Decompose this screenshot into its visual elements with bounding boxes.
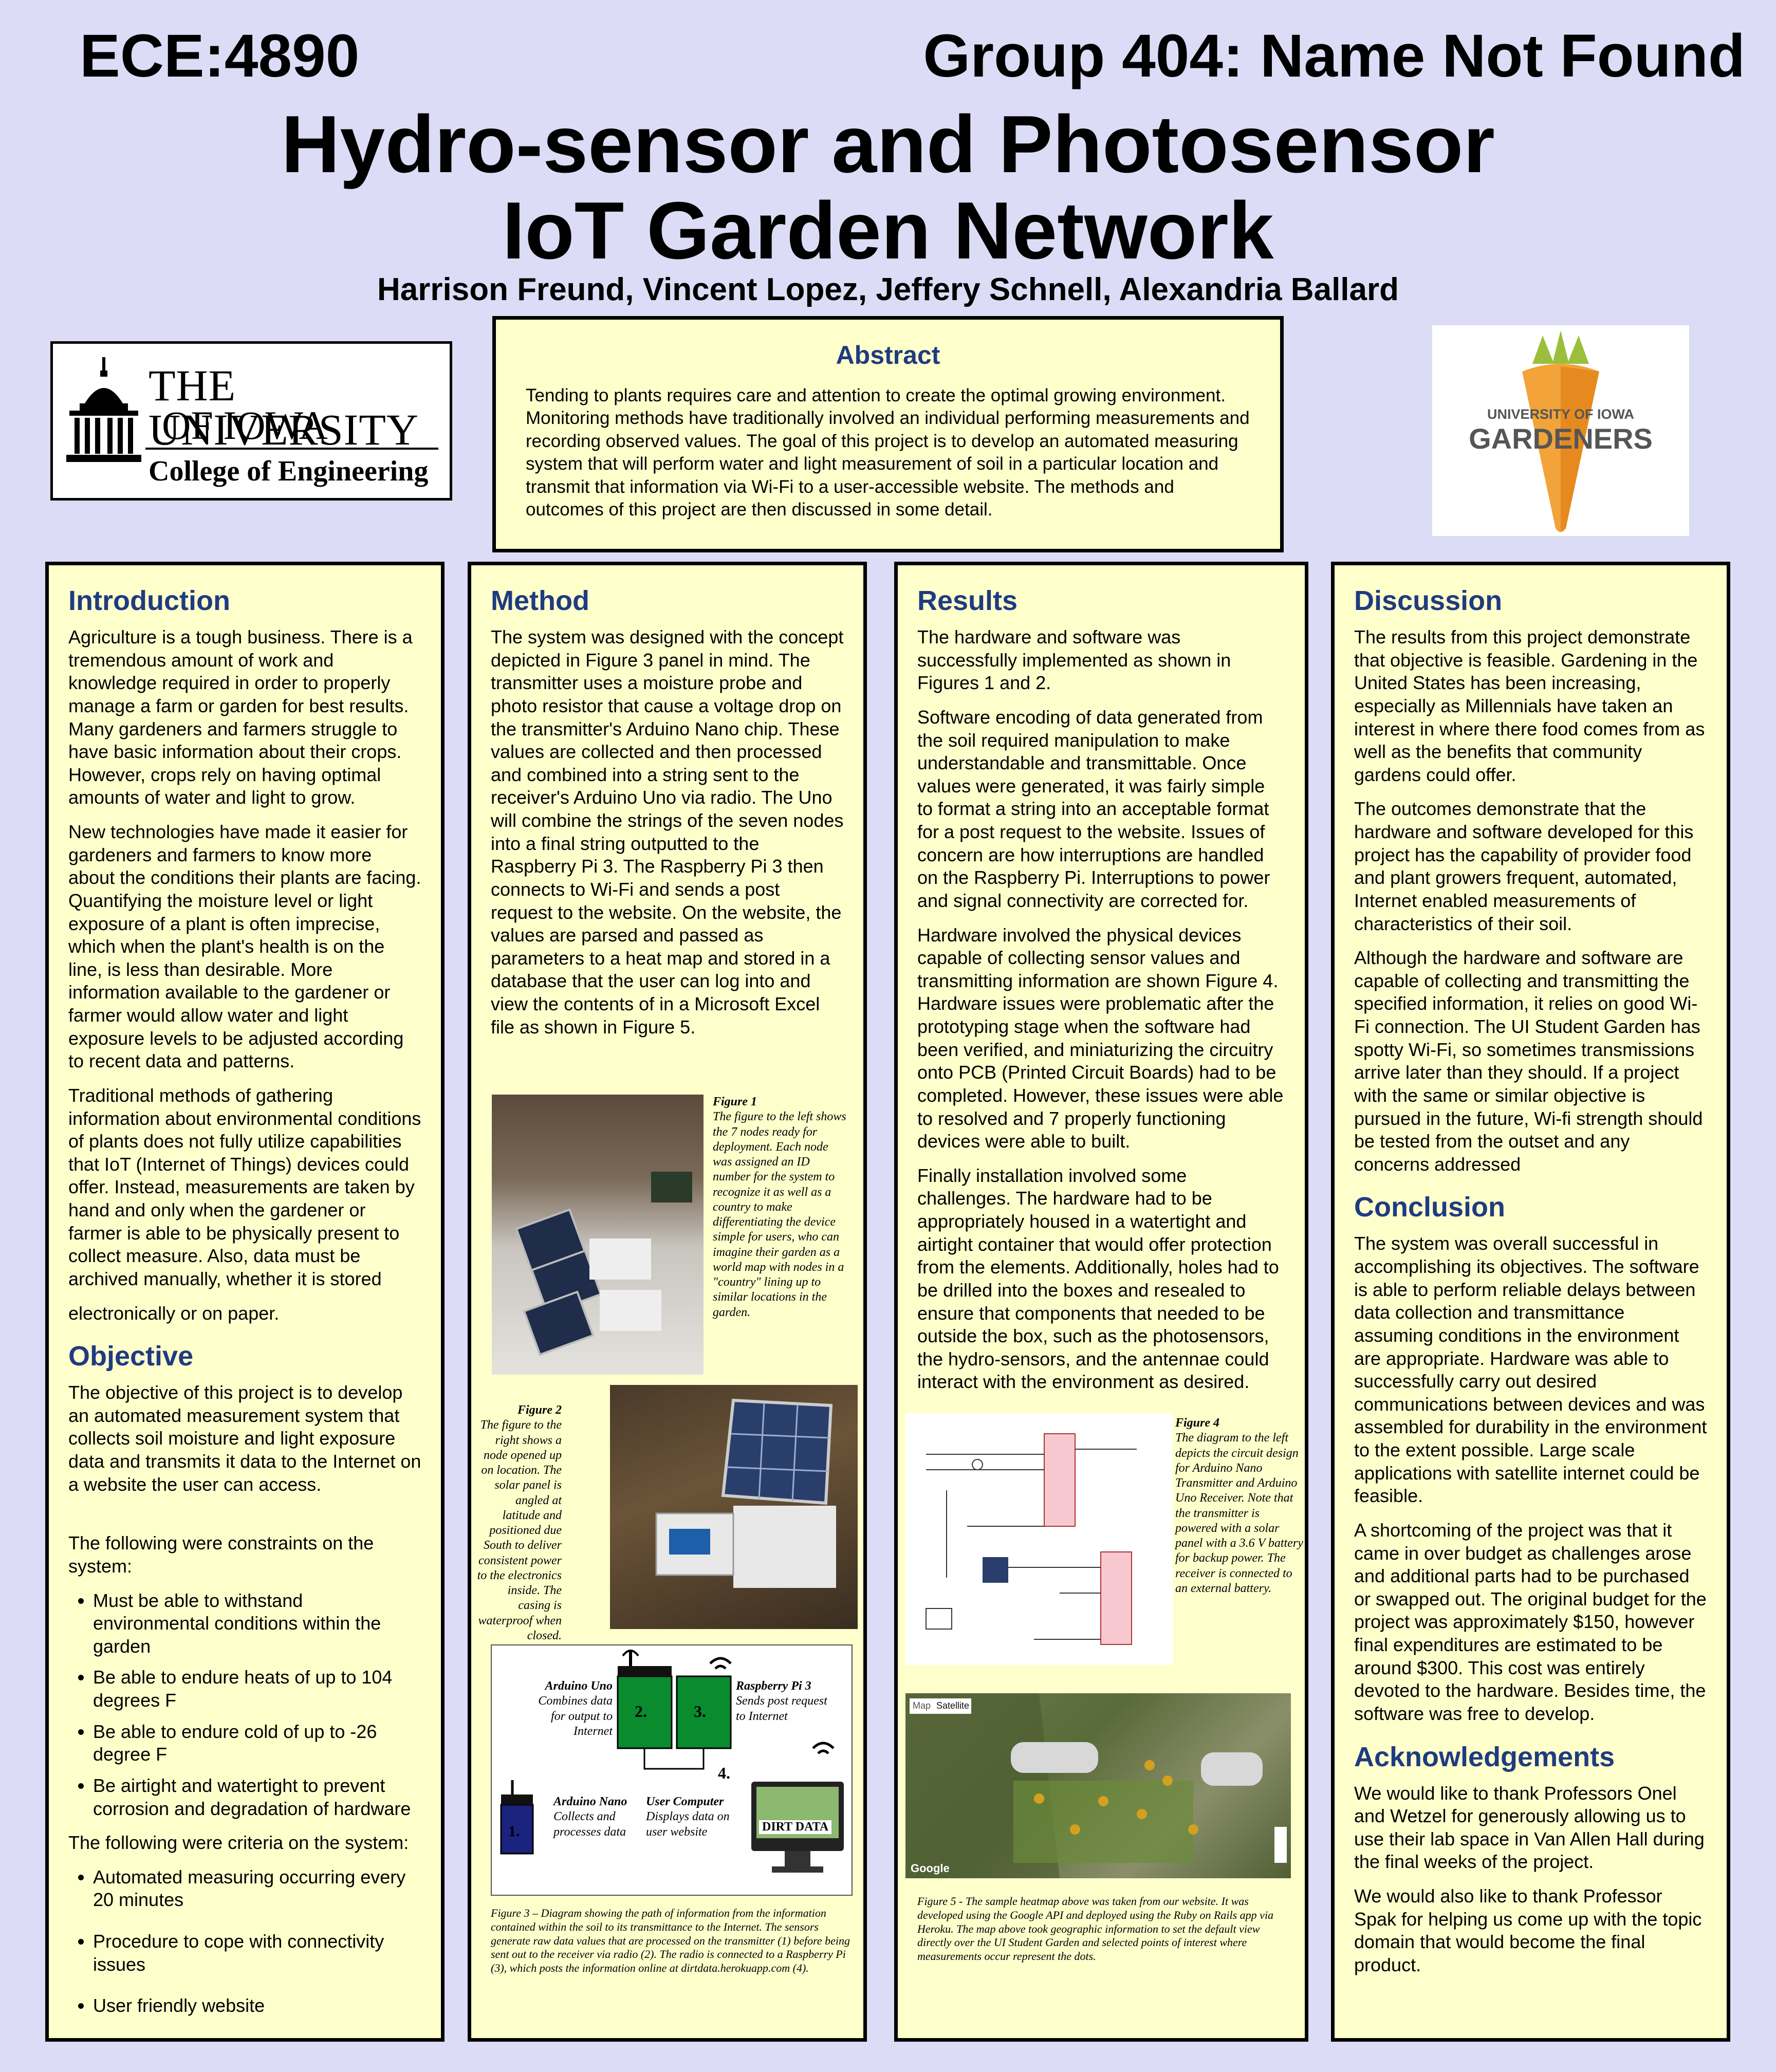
introduction-paragraph: New technologies have made it easier for… (68, 821, 421, 1072)
fig3-num-1: 1. (508, 1823, 520, 1840)
poster-title-line1: Hydro-sensor and Photosensor (281, 99, 1495, 190)
map-tab-satellite[interactable]: Satellite (936, 1700, 970, 1711)
discussion-paragraph: The results from this project demonstrat… (1354, 626, 1705, 785)
figure3-caption: Figure 3 – Diagram showing the path of i… (491, 1907, 850, 1975)
figure2-label: Figure 2 (517, 1403, 562, 1417)
acknowledgements-paragraph: We would like to thank Professors Onel a… (1354, 1782, 1705, 1873)
fig3-uno-title: Arduino Uno (545, 1679, 613, 1693)
abstract-panel: Abstract Tending to plants requires care… (492, 316, 1284, 552)
uiowa-logo-line2: OF IOWA (162, 403, 328, 448)
uiowa-logo-line1: THE UNIVERSITY (149, 361, 419, 454)
figure2-photo (610, 1385, 858, 1629)
figure1-photo (492, 1095, 704, 1375)
google-logo: Google (911, 1862, 950, 1875)
gardeners-logo: UNIVERSITY OF IOWA GARDENERS (1432, 325, 1689, 536)
introduction-paragraph: Traditional methods of gathering informa… (68, 1084, 421, 1289)
uiowa-logo: THE UNIVERSITY OF IOWA College of Engine… (50, 341, 452, 501)
discussion-heading: Discussion (1354, 585, 1503, 616)
figure2-caption: Figure 2 The figure to the right shows a… (475, 1403, 562, 1643)
fig3-nano-title: Arduino Nano (553, 1795, 627, 1808)
figure2-text: The figure to the right shows a node ope… (477, 1418, 562, 1642)
introduction-heading: Introduction (68, 585, 230, 616)
criteria-list: Automated measuring occurring every 20 m… (68, 1866, 421, 2018)
poster-title-line2: IoT Garden Network (502, 186, 1274, 276)
figure3-diagram: 2. 3. 1. 4. DIRT DATA Arduino Uno Combin… (491, 1644, 853, 1896)
method-panel: Method The system was designed with the … (468, 562, 867, 2042)
group-name: Group 404: Name Not Found (923, 22, 1745, 90)
objective-heading: Objective (68, 1341, 194, 1372)
method-heading: Method (491, 585, 589, 616)
fig3-uno-label: Arduino Uno Combines data for output to … (523, 1679, 613, 1739)
objective-paragraph: The objective of this project is to deve… (68, 1382, 421, 1495)
list-item: Automated measuring occurring every 20 m… (93, 1866, 421, 1912)
fig3-uno-text: Combines data for output to Internet (538, 1694, 613, 1738)
introduction-paragraph: Agriculture is a tough business. There i… (68, 626, 413, 808)
figure5-caption: Figure 5 - The sample heatmap above was … (917, 1895, 1274, 1963)
criteria-intro: The following were criteria on the syste… (68, 1832, 409, 1854)
list-item: Must be able to withstand environmental … (93, 1589, 421, 1658)
constraints-intro: The following were constraints on the sy… (68, 1532, 374, 1577)
list-item: Be able to endure heats of up to 104 deg… (93, 1666, 421, 1712)
abstract-text: Tending to plants requires care and atte… (526, 385, 1250, 520)
list-item: User friendly website (93, 1994, 421, 2018)
figure1-text: The figure to the left shows the 7 nodes… (713, 1110, 846, 1319)
discussion-paragraph: Although the hardware and software are c… (1354, 947, 1703, 1175)
fig3-num-4: 4. (718, 1764, 730, 1782)
results-paragraph: Finally installation involved some chall… (917, 1164, 1279, 1393)
uiowa-logo-line3: College of Engineering (149, 455, 429, 487)
carrot-icon (1522, 330, 1599, 532)
constraints-list: Must be able to withstand environmental … (68, 1589, 421, 1821)
method-paragraph: The system was designed with the concept… (491, 626, 844, 1038)
fig3-pi-title: Raspberry Pi 3 (736, 1679, 811, 1693)
fig3-num-3: 3. (694, 1702, 706, 1720)
authors: Harrison Freund, Vincent Lopez, Jeffery … (377, 272, 1399, 307)
results-paragraph: Software encoding of data generated from… (917, 706, 1270, 911)
map-tab-map[interactable]: Map (913, 1700, 931, 1711)
fig3-pi-text: Sends post request to Internet (736, 1694, 827, 1723)
list-item: Procedure to cope with connectivity issu… (93, 1930, 421, 1976)
fig3-num-2: 2. (635, 1702, 647, 1720)
fig3-pi-label: Raspberry Pi 3 Sends post request to Int… (736, 1679, 839, 1724)
conclusion-paragraph: The system was overall successful in acc… (1354, 1233, 1707, 1507)
fig3-nano-text: Collects and processes data (553, 1810, 626, 1839)
conclusion-paragraph: A shortcoming of the project was that it… (1354, 1519, 1707, 1724)
introduction-paragraph: electronically or on paper. (68, 1302, 280, 1324)
acknowledgements-paragraph: We would also like to thank Professor Sp… (1354, 1885, 1702, 1975)
conclusion-heading: Conclusion (1354, 1192, 1505, 1223)
figure4-circuit-diagram (905, 1413, 1173, 1665)
old-capitol-icon (66, 357, 141, 462)
results-paragraph: Hardware involved the physical devices c… (917, 924, 1284, 1152)
figure4-caption: Figure 4 The diagram to the left depicts… (1175, 1416, 1304, 1596)
results-paragraph: The hardware and software was successful… (917, 626, 1231, 694)
figure5-heatmap: Map Satellite Google (905, 1693, 1291, 1878)
discussion-panel: Discussion The results from this project… (1331, 562, 1730, 2042)
figure1-caption: Figure 1 The figure to the left shows th… (713, 1095, 849, 1320)
abstract-heading: Abstract (836, 341, 940, 369)
course-code: ECE:4890 (80, 22, 360, 90)
introduction-panel: Introduction Agriculture is a tough busi… (45, 562, 445, 2042)
figure1-label: Figure 1 (713, 1095, 757, 1108)
fig3-computer-text: Displays data on user website (646, 1810, 730, 1839)
results-panel: Results The hardware and software was su… (894, 562, 1308, 2042)
results-heading: Results (917, 585, 1018, 616)
fig3-screen-label: DIRT DATA (759, 1820, 832, 1834)
figure4-text: The diagram to the left depicts the circ… (1175, 1431, 1303, 1595)
fig3-nano-label: Arduino Nano Collects and processes data (553, 1794, 641, 1840)
acknowledgements-heading: Acknowledgements (1354, 1741, 1615, 1772)
gardeners-logo-line1: UNIVERSITY OF IOWA (1487, 406, 1635, 422)
fig3-computer-label: User Computer Displays data on user webs… (646, 1794, 744, 1840)
discussion-paragraph: The outcomes demonstrate that the hardwa… (1354, 798, 1694, 934)
figure4-label: Figure 4 (1175, 1416, 1220, 1430)
list-item: Be airtight and watertight to prevent co… (93, 1774, 421, 1820)
gardeners-logo-line2: GARDENERS (1469, 422, 1653, 455)
list-item: Be able to endure cold of up to -26 degr… (93, 1720, 421, 1766)
fig3-computer-title: User Computer (646, 1795, 724, 1808)
